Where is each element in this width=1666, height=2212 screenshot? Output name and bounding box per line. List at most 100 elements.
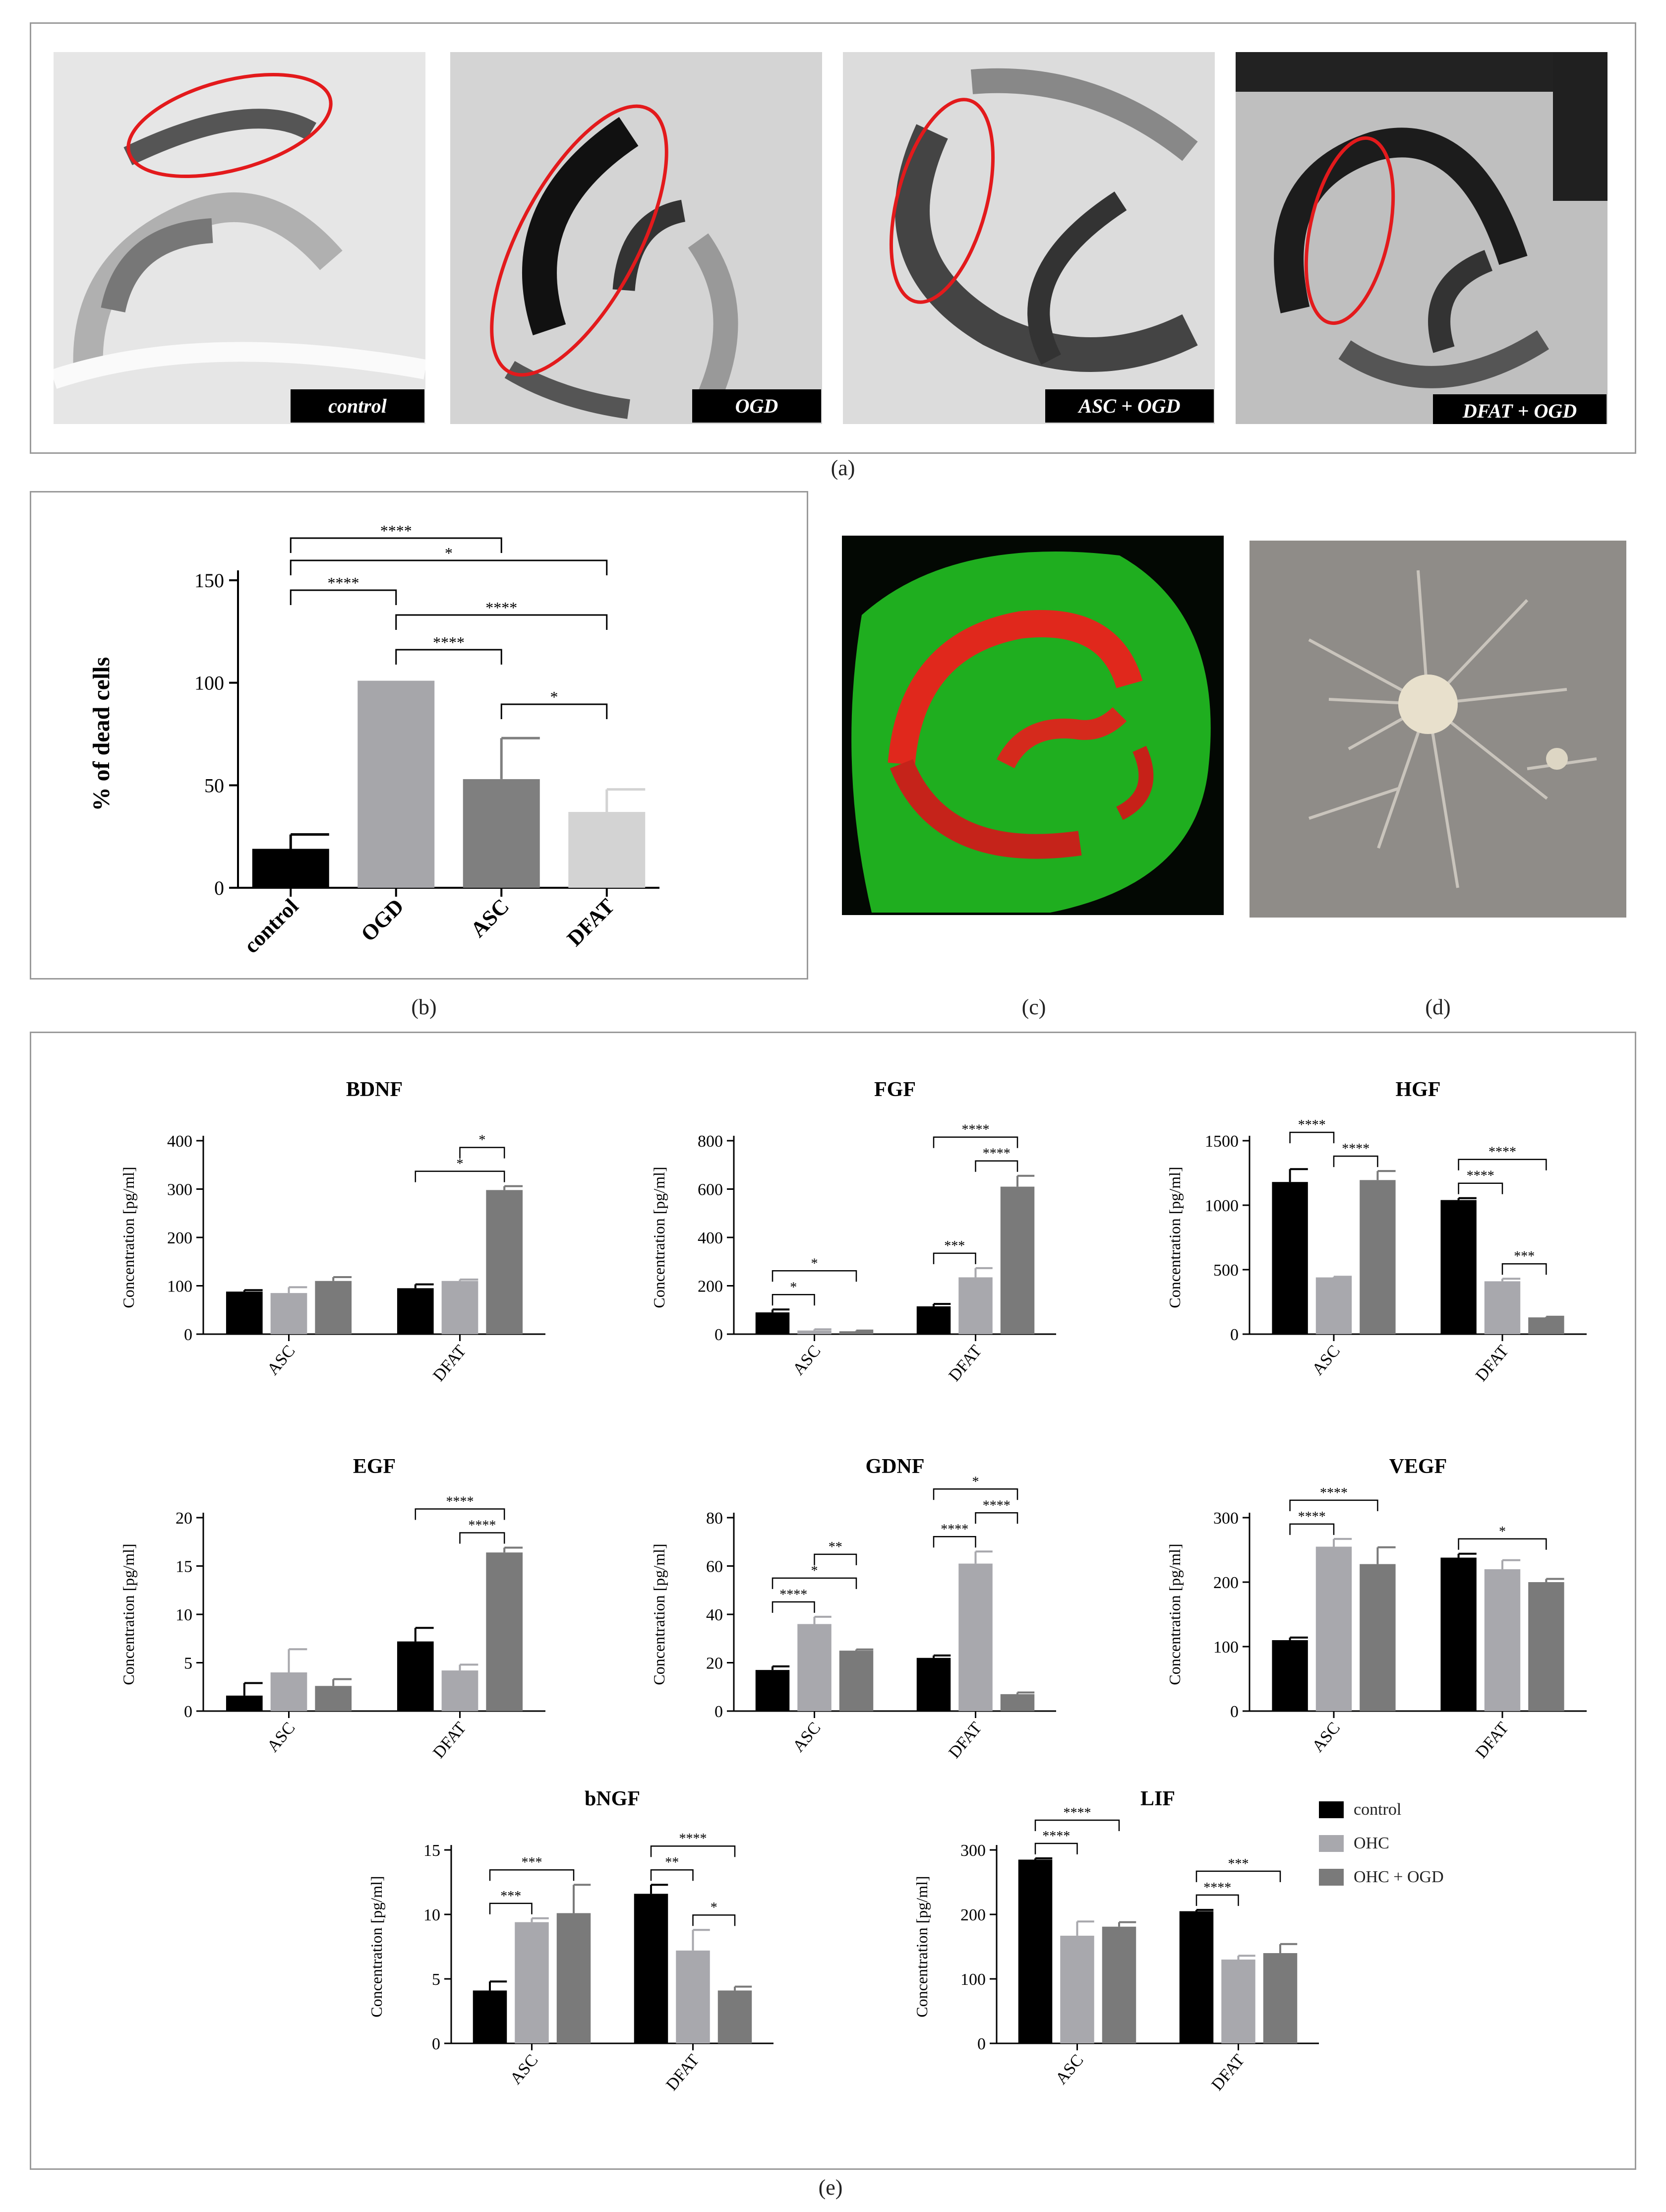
bar: [916, 1306, 951, 1334]
y-tick-label: 150: [194, 569, 224, 592]
significance-bracket: [395, 614, 608, 630]
bar: [486, 1552, 523, 1711]
chart-title: HGF: [1396, 1078, 1441, 1101]
hgf-chart: HGF 0 500 1000 1500 Concentration [pg/ml] ASC D…: [1166, 1078, 1587, 1385]
significance-bracket: [1501, 1263, 1547, 1275]
significance-bracket: [489, 1903, 533, 1914]
panel-c-label: (c): [1021, 995, 1046, 1019]
bar: [1528, 1582, 1564, 1711]
legend-label: OHC: [1354, 1834, 1389, 1852]
x-tick-label: ASC: [1309, 1719, 1344, 1755]
significance-label: ****: [1064, 1805, 1091, 1821]
significance-bracket: [290, 537, 502, 553]
x-tick-label: ASC: [789, 1719, 825, 1755]
significance-label: ****: [485, 599, 517, 616]
y-tick-label: 60: [706, 1558, 723, 1576]
significance-bracket: [500, 703, 608, 719]
significance-label: *: [972, 1474, 979, 1489]
significance-bracket: [933, 1536, 976, 1548]
bar: [473, 1990, 507, 2043]
significance-bracket: [1458, 1538, 1547, 1550]
y-tick-label: 5: [184, 1655, 192, 1673]
significance-bracket: [1458, 1159, 1547, 1170]
y-tick-label: 0: [1230, 1703, 1239, 1721]
y-tick-label: 0: [214, 877, 224, 899]
x-tick-label: ASC: [264, 1342, 299, 1378]
y-tick-label: 0: [1230, 1326, 1239, 1344]
significance-bracket: [1333, 1155, 1378, 1167]
x-tick-label: DFAT: [945, 1342, 986, 1385]
legend-label: control: [1354, 1800, 1402, 1819]
bar: [1484, 1569, 1521, 1711]
significance-label: ****: [1320, 1485, 1348, 1501]
significance-label: ****: [1042, 1829, 1070, 1844]
significance-bracket: [772, 1294, 815, 1306]
bar: [755, 1670, 790, 1711]
y-tick-label: 600: [698, 1181, 723, 1199]
chart-title: LIF: [1140, 1787, 1175, 1810]
bar: [1272, 1182, 1308, 1334]
significance-bracket: [933, 1252, 976, 1264]
legend: control OHC OHC + OGD: [1319, 1800, 1478, 1887]
y-axis-label: Concentration [pg/ml]: [119, 1167, 137, 1308]
bar: [270, 1293, 307, 1334]
significance-bracket: [650, 1845, 736, 1857]
legend-item: OHC + OGD: [1319, 1868, 1478, 1887]
bar: [634, 1894, 668, 2043]
y-tick-label: 1500: [1205, 1132, 1239, 1151]
significance-bracket: [1289, 1499, 1378, 1511]
bar: [839, 1651, 874, 1711]
image-caption: OGD: [692, 389, 821, 423]
significance-label: ***: [1228, 1856, 1249, 1872]
bar: [717, 1990, 752, 2043]
lif-chart: LIF 0 100 200 300 Concentration [pg/ml] ASC DFA…: [913, 1787, 1319, 2094]
bar: [1000, 1694, 1035, 1711]
chart-title: bNGF: [585, 1787, 640, 1810]
gdnf-chart: GDNF 0 20 40 60 80 Concentration [pg/ml] ASC DFA…: [650, 1455, 1056, 1762]
bar: [556, 1913, 591, 2043]
y-tick-label: 20: [706, 1655, 723, 1673]
significance-bracket: [975, 1160, 1018, 1172]
hippocampus-dfat-ogd-image: DFAT + OGD: [1236, 52, 1607, 424]
bar: [916, 1658, 951, 1711]
y-tick-label: 1000: [1205, 1197, 1239, 1215]
bar: [441, 1670, 478, 1711]
significance-bracket: [772, 1270, 857, 1282]
bar: [486, 1190, 523, 1334]
y-tick-label: 100: [194, 672, 224, 694]
significance-bracket: [415, 1508, 505, 1520]
y-tick-label: 300: [167, 1181, 192, 1199]
significance-label: ***: [1514, 1249, 1535, 1264]
bar: [1315, 1277, 1352, 1334]
significance-bracket: [1289, 1131, 1335, 1144]
y-tick-label: 300: [960, 1842, 986, 1860]
bar: [1315, 1546, 1352, 1711]
significance-label: ****: [983, 1146, 1011, 1162]
significance-label: ****: [380, 522, 412, 540]
x-tick-label: control: [239, 894, 303, 958]
bar: [1440, 1200, 1477, 1334]
significance-label: *: [1499, 1524, 1506, 1539]
x-tick-label: DFAT: [429, 1342, 470, 1385]
y-axis-label: Concentration [pg/ml]: [1166, 1543, 1184, 1685]
significance-bracket: [1458, 1182, 1503, 1194]
bar: [1360, 1564, 1396, 1711]
significance-label: ****: [962, 1122, 990, 1138]
x-tick-label: DFAT: [1472, 1342, 1513, 1385]
dead-cells-chart: 0 50 100 150 % of dead cells control OGD ASC DFA…: [88, 522, 659, 958]
y-tick-label: 0: [977, 2035, 986, 2053]
x-tick-label: DFAT: [662, 2051, 703, 2094]
x-tick-label: OGD: [356, 894, 409, 946]
significance-bracket: [415, 1170, 505, 1182]
significance-bracket: [395, 649, 502, 665]
significance-label: ****: [941, 1522, 968, 1537]
panel-a-label: (a): [831, 456, 855, 480]
y-tick-label: 5: [432, 1970, 440, 1989]
y-tick-label: 0: [714, 1703, 723, 1721]
bar: [1360, 1180, 1396, 1334]
bar: [463, 779, 540, 888]
fluorescence-slice-image: [842, 536, 1224, 915]
y-tick-label: 100: [167, 1278, 192, 1296]
bar: [755, 1312, 790, 1334]
bar: [839, 1331, 874, 1334]
